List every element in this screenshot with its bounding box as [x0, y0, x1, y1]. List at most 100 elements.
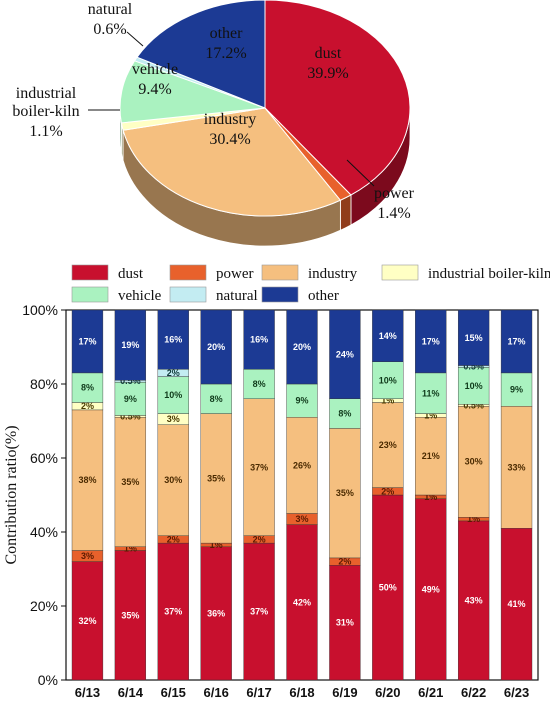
- pie-label-industry: industry 30.4%: [204, 111, 256, 148]
- data-label-power-6-18: 3%: [295, 514, 308, 524]
- bar-stack-6-15: 37% 2% 30% 3% 10% 2% 16%: [157, 309, 189, 681]
- bar-stack-6-20: 50% 2% 23% 1% 10% 14%: [372, 309, 404, 681]
- x-tick-label: 6/20: [375, 685, 400, 700]
- data-label-vehicle-6-23: 9%: [510, 385, 523, 395]
- bar-industry-6-22: [457, 406, 490, 518]
- data-label-vehicle-6-15: 10%: [164, 390, 182, 400]
- data-label-industry-6-23: 33%: [508, 462, 526, 472]
- pie-chart: dust 39.9% power 1.4% industry 30.4% industria…: [12, 0, 415, 247]
- pie-label-natural: natural 0.6%: [88, 1, 133, 38]
- data-label-natural-6-14: 0.5%: [120, 376, 141, 386]
- x-tick-label: 6/16: [204, 685, 229, 700]
- legend-item-natural: natural: [169, 286, 258, 304]
- bar-stack-6-21: 49% 1% 21% 1% 11% 17%: [415, 309, 447, 681]
- legend-item-power: power: [169, 264, 254, 282]
- pie-side-power: [339, 194, 352, 231]
- legend-label-power: power: [216, 266, 254, 282]
- data-label-vehicle-6-18: 9%: [295, 396, 308, 406]
- bar-other-6-22: [457, 309, 490, 366]
- pie-callout-natural: [126, 31, 144, 47]
- data-label-power-6-17: 2%: [253, 534, 266, 544]
- data-label-industry-6-19: 35%: [336, 488, 354, 498]
- bar-industry-6-17: [243, 398, 275, 536]
- data-label-dust-6-19: 31%: [336, 618, 354, 628]
- data-label-industry-6-21: 21%: [422, 451, 440, 461]
- bar-other-6-17: [243, 309, 275, 370]
- data-label-industrial-boiler-kiln-6-15: 3%: [167, 414, 180, 424]
- legend-label-other: other: [308, 288, 339, 304]
- data-label-industry-6-14: 35%: [121, 477, 139, 487]
- legend-item-dust: dust: [71, 264, 144, 282]
- pie-label-dust: dust 39.9%: [307, 45, 348, 82]
- x-tick-label: 6/23: [504, 685, 529, 700]
- data-label-dust-6-17: 37%: [250, 607, 268, 617]
- data-label-industry-6-18: 26%: [293, 460, 311, 470]
- x-tick-label: 6/13: [75, 685, 100, 700]
- bar-dust-6-14: [114, 550, 147, 681]
- x-tick-label: 6/21: [418, 685, 443, 700]
- data-label-industrial-boiler-kiln-6-22: 0.5%: [463, 400, 484, 410]
- legend-swatch-industrial-boiler-kiln: [381, 264, 419, 281]
- bar-stack-6-18: 42% 3% 26% 9% 20%: [286, 309, 318, 681]
- data-label-industry-6-13: 38%: [78, 475, 96, 485]
- data-label-dust-6-22: 43%: [465, 595, 483, 605]
- bar-other-6-14: [114, 309, 147, 381]
- data-label-vehicle-6-22: 10%: [465, 381, 483, 391]
- data-label-other-6-20: 14%: [379, 331, 397, 341]
- data-label-dust-6-13: 32%: [78, 616, 96, 626]
- bar-industry-6-14: [114, 417, 147, 547]
- y-tick-label: 60%: [30, 450, 58, 466]
- bar-industry-6-15: [157, 424, 189, 536]
- data-label-natural-6-15: 2%: [167, 368, 180, 378]
- data-label-power-6-15: 2%: [167, 534, 180, 544]
- bar-stack-6-16: 36% 1% 35% 8% 20%: [200, 309, 232, 681]
- bar-other-6-16: [200, 309, 232, 385]
- bar-vehicle-6-21: [415, 372, 447, 414]
- data-label-power-6-16: 1%: [210, 540, 223, 550]
- bar-stack-6-23: 41% 33% 9% 17%: [500, 309, 533, 681]
- data-label-dust-6-20: 50%: [379, 583, 397, 593]
- legend-swatch-industry: [261, 264, 299, 281]
- pie-side-walls: [119, 107, 411, 247]
- data-label-other-6-14: 19%: [121, 340, 139, 350]
- data-label-vehicle-6-21: 11%: [422, 388, 440, 398]
- bar-dust-6-20: [372, 494, 404, 681]
- bar-industry-6-18: [286, 417, 318, 514]
- pie-labels: dust 39.9% power 1.4% industry 30.4% industria…: [12, 1, 414, 222]
- pie-slice-other: [136, 0, 266, 109]
- legend-item-other: other: [261, 286, 339, 304]
- x-tick-label: 6/22: [461, 685, 486, 700]
- bar-stack-6-19: 31% 2% 35% 8% 24%: [329, 309, 361, 681]
- y-tick-label: 40%: [30, 524, 58, 540]
- legend-item-industry: industry: [261, 264, 358, 282]
- legend: dust power industry industrial boiler-kiln v…: [71, 264, 550, 304]
- bar-other-6-20: [372, 309, 404, 362]
- legend-swatch-other: [261, 286, 299, 303]
- data-label-industry-6-17: 37%: [250, 462, 268, 472]
- pie-callout-power: [346, 159, 375, 187]
- data-label-industrial-boiler-kiln-6-14: 0.5%: [120, 411, 141, 421]
- pie-label-other: other 17.2%: [205, 25, 246, 62]
- legend-swatch-vehicle: [71, 286, 109, 303]
- bar-industry-6-21: [415, 417, 447, 496]
- bar-stack-6-14: 35% 1% 35% 0.5% 9% 0.5% 19%: [114, 309, 147, 681]
- bar-other-6-13: [71, 309, 104, 374]
- bar-other-6-15: [157, 309, 189, 370]
- bar-other-6-19: [329, 309, 361, 400]
- data-label-power-6-22: 1%: [467, 514, 480, 524]
- stacked-bar-chart: 0% 20% 40% 60% 80% 100% Contribution ratio(%) 3…: [3, 302, 539, 700]
- legend-label-industrial-boiler-kiln: industrial boiler-kiln: [428, 266, 550, 282]
- data-label-other-6-22: 15%: [465, 333, 483, 343]
- data-label-dust-6-14: 35%: [121, 610, 139, 620]
- data-label-other-6-19: 24%: [336, 349, 354, 359]
- y-tick-label: 80%: [30, 376, 58, 392]
- data-label-industrial-boiler-kiln-6-21: 1%: [424, 410, 437, 420]
- bar-dust-6-19: [329, 565, 361, 681]
- bar-stack-6-13: 32% 3% 38% 2% 8% 17%: [71, 309, 104, 681]
- bar-industry-6-13: [71, 409, 104, 551]
- bar-dust-6-18: [286, 524, 318, 681]
- data-label-vehicle-6-17: 8%: [253, 379, 266, 389]
- data-label-other-6-21: 17%: [422, 336, 440, 346]
- bar-vehicle-6-19: [329, 398, 361, 429]
- pie-slice-vehicle: [119, 60, 266, 124]
